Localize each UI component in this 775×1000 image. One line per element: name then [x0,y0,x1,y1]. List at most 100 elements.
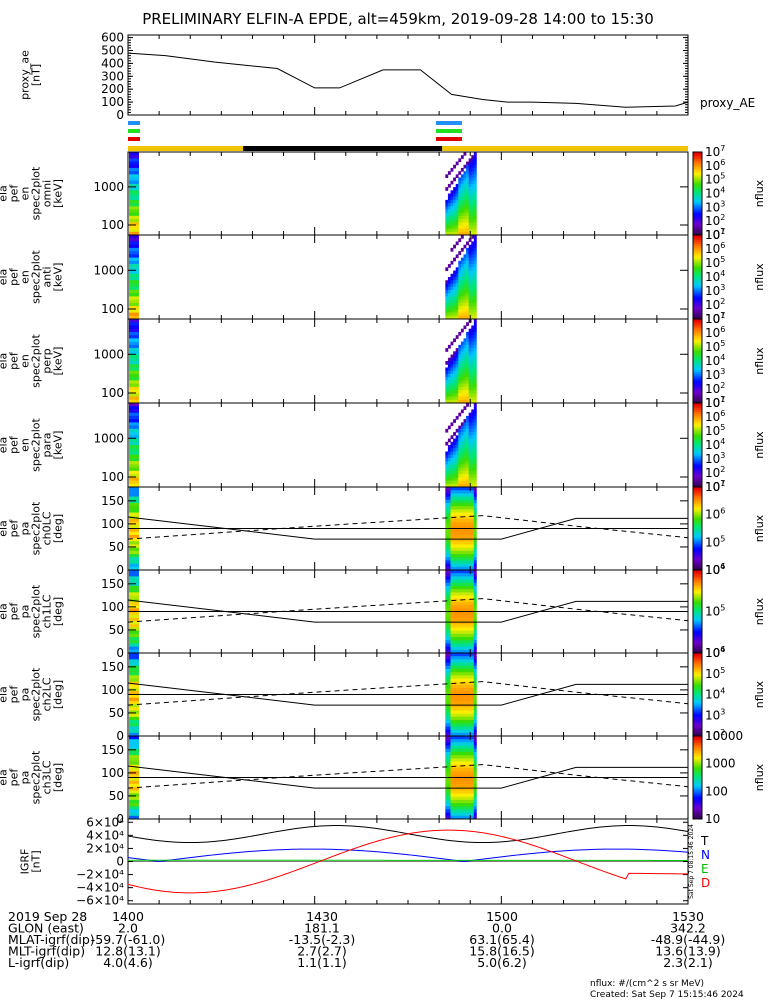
colorbar-cell [693,321,702,324]
spectrogram-cell [447,640,451,644]
spectrogram-cell [453,502,457,507]
spectrogram-cell [468,270,472,275]
spectrogram-cell [129,361,139,365]
colorbar-cell [693,312,702,316]
spectrogram-cell [466,299,469,304]
colorbar-cell [693,572,702,575]
spectrogram-cell [447,624,451,628]
spectrogram-cell [468,302,472,307]
spectrogram-cell [450,601,454,606]
colorbar-cell [693,158,702,161]
colorbar-cell [693,166,702,170]
colorbar-cell [693,468,702,471]
spectrogram-cell [445,461,449,465]
spectrogram-cell [468,348,472,352]
spectrogram-cell [455,203,459,207]
spectrogram-cell [129,742,139,747]
spectrogram-cell [471,348,475,352]
spectrogram-cell [458,633,462,638]
spectrogram-cell [445,787,449,791]
spectrogram-cell [468,206,472,210]
spectrogram-cell [445,614,449,619]
spectrogram-cell [468,716,472,721]
spectrogram-cell [471,380,475,385]
spectrogram-cell [466,293,469,297]
colorbar-cell [693,245,702,249]
spectrogram-cell [458,428,462,433]
spectrogram-cell [463,422,467,427]
spectrogram-cell [473,624,477,628]
spectrogram-cell [129,445,139,449]
spectrogram-cell [458,457,462,462]
spectrogram-cell [468,158,472,163]
spectrogram-cell [473,812,477,817]
spectrogram-cell [471,694,475,699]
spectrogram-cell [463,354,467,359]
spectrogram-cell [129,212,139,217]
spectrogram-cell [471,354,475,359]
spectrogram-cell [460,357,464,362]
spectrogram-cell [129,377,139,381]
colorbar-cell [693,344,702,347]
spectrogram-cell [447,490,451,494]
spectrogram-cell [471,783,475,788]
colorbar-cell [693,696,702,700]
spectrogram-cell [468,761,472,766]
spectrogram-cell [455,228,459,233]
spectrogram-cell [445,570,449,574]
spectrogram-cell [455,399,459,404]
spectrogram-cell [458,691,462,695]
spectrogram-cell [450,678,454,683]
spectrogram-cell [463,684,467,689]
spectrogram-cell [466,608,469,612]
spectrogram-cell [453,534,457,539]
spectrogram-cell [463,767,467,772]
spectrogram-cell [468,393,472,398]
spectrogram-cell [445,499,449,504]
spectrogram-cell [453,438,457,443]
spectrogram-cell [445,187,449,191]
spectrogram-cell [463,723,467,727]
spectrogram-cell [450,691,454,695]
spectrogram-cell [468,386,472,391]
spectrogram-cell [463,435,467,440]
spectrogram-cell [460,167,464,172]
spectrogram-cell [447,438,451,443]
spectrogram-cell [463,380,467,385]
spectrogram-cell [466,425,469,430]
spectrogram-cell [453,748,457,753]
spectrogram-cell [460,228,464,233]
spectrogram-cell [463,457,467,462]
spectrogram-cell [463,621,467,625]
spectrogram-cell [455,390,459,394]
spectrogram-cell [463,710,467,715]
spectrogram-cell [463,815,467,820]
y-axis-label: anti [41,266,54,287]
spectrogram-cell [466,522,469,526]
spectrogram-cell [445,579,449,584]
spectrogram-cell [458,544,462,549]
spectrogram-cell [466,684,469,689]
spectrogram-cell [468,354,472,359]
spectrogram-cell [473,630,477,635]
spectrogram-cell [458,624,462,628]
spectrogram-cell [453,222,457,226]
marker-gap [467,129,473,133]
spectrogram-cell [453,209,457,214]
y-axis-label: spec2plot [30,750,43,804]
spectrogram-cell [463,483,467,488]
spectrogram-cell [458,767,462,772]
spectrogram-cell [453,726,457,731]
spectrogram-cell [455,694,459,699]
spectrogram-cell [473,177,477,182]
spectrogram-cell [468,412,472,417]
spectrogram-cell [460,386,464,391]
spectrogram-cell [450,377,454,381]
colorbar-cell [693,806,702,810]
spectrogram-cell [458,550,462,555]
y-tick-label: 1000 [93,180,124,194]
spectrogram-cell [458,589,462,593]
colorbar-cell [693,650,702,654]
spectrogram-cell [466,630,469,635]
spectrogram-cell [458,627,462,632]
